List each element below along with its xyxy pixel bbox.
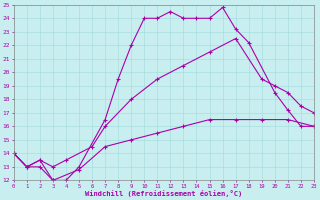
X-axis label: Windchill (Refroidissement éolien,°C): Windchill (Refroidissement éolien,°C) [85,190,243,197]
